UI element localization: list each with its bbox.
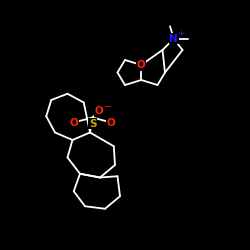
Text: N: N	[170, 34, 178, 44]
Text: +: +	[177, 29, 184, 38]
Text: O: O	[107, 118, 116, 128]
Text: O: O	[70, 118, 78, 128]
Text: O: O	[94, 106, 103, 116]
Text: −: −	[103, 101, 110, 110]
Text: S: S	[89, 119, 96, 129]
Text: O: O	[137, 60, 145, 70]
